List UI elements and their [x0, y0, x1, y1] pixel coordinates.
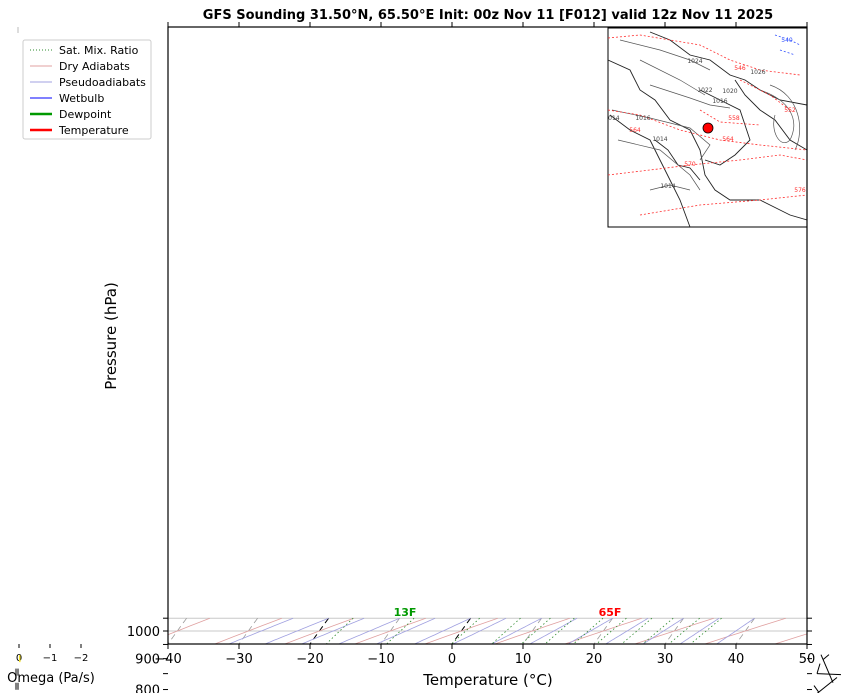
- background-lines: [168, 617, 807, 644]
- isobar: [639, 59, 706, 96]
- map-contour-label: 564: [722, 136, 734, 143]
- map-boundary: [699, 89, 751, 166]
- map-contour-label: 576: [794, 187, 806, 194]
- legend-box: [22, 39, 152, 140]
- height-contour-cold: [774, 34, 801, 56]
- isobar: [649, 84, 731, 109]
- map-contour-label: 1014: [652, 136, 667, 143]
- isobar: [617, 139, 701, 191]
- x-tick-label: 10: [515, 652, 532, 667]
- legend-label: Sat. Mix. Ratio: [59, 44, 139, 57]
- omega-bar: [14, 668, 19, 676]
- barb-shaft: [820, 654, 834, 683]
- omega-bar: [19, 655, 21, 663]
- map-contour-label: 1014: [660, 183, 675, 190]
- mixing-ratio-line: [544, 617, 575, 644]
- x-tick-label: −20: [296, 652, 323, 667]
- omega-tick-label: −2: [74, 653, 89, 664]
- height-contour: [639, 194, 807, 216]
- isobar: [611, 109, 711, 161]
- omega-bar: [14, 682, 19, 690]
- x-axis-label: Temperature (°C): [422, 671, 552, 689]
- legend: Sat. Mix. Ratio Dry Adiabats Pseudoadiabat…: [22, 39, 152, 140]
- pseudoadiabat: [679, 617, 720, 644]
- y-tick-label: 1000: [127, 625, 160, 640]
- map-contour-label: 546: [734, 65, 746, 72]
- map-contour-label: 1016: [635, 115, 650, 122]
- legend-label: Dewpoint: [59, 108, 112, 121]
- plot-frame: [167, 26, 808, 645]
- x-tick-label: −30: [225, 652, 252, 667]
- map-contour-label: 1022: [697, 87, 712, 94]
- map-contour-label: 564: [629, 127, 641, 134]
- x-tick-label: 50: [799, 652, 816, 667]
- map-contents: 1024102210161016101410141014546102010265…: [604, 31, 807, 227]
- mixing-ratio-line: [520, 617, 551, 644]
- mixing-ratio-line: [621, 617, 653, 644]
- x-tick-label: −40: [154, 652, 181, 667]
- map-boundary: [609, 114, 691, 227]
- height-contour: [739, 79, 791, 111]
- mixing-ratio-line: [668, 617, 700, 644]
- surface-dewpoint-label: 13F: [394, 606, 417, 619]
- mixing-ratio-line: [572, 617, 604, 644]
- legend-label: Dry Adiabats: [59, 60, 130, 73]
- y-axis-label: Pressure (hPa): [102, 282, 120, 390]
- x-tick-label: 0: [448, 652, 456, 667]
- wind-barb: [813, 677, 838, 693]
- map-boundary: [734, 79, 807, 151]
- x-tick-label: 20: [586, 652, 603, 667]
- wind-barbs: [813, 654, 842, 693]
- isobar: [759, 89, 795, 143]
- surface-temperature-label: 65F: [599, 606, 622, 619]
- map-contour-label: 1020: [722, 88, 737, 95]
- height-contour: [608, 109, 807, 151]
- map-contour-label: 1014: [604, 115, 619, 122]
- wind-barb: [820, 654, 834, 683]
- map-contour-label: 570: [684, 161, 696, 168]
- isobar: [769, 84, 801, 151]
- map-contour-label: 1024: [687, 58, 702, 65]
- legend-label: Temperature: [58, 124, 129, 137]
- map-contour-label: 558: [728, 115, 740, 122]
- map-contour-label: 1016: [712, 98, 727, 105]
- axes: −40−30−20−100102030405010020030040050060…: [127, 22, 815, 693]
- inset-map: 1024102210161016101410141014546102010265…: [604, 27, 808, 228]
- barb-shaft: [816, 677, 838, 693]
- height-contour: [608, 34, 801, 76]
- isobar: [619, 39, 711, 71]
- map-boundary: [649, 31, 807, 106]
- x-tick-label: −10: [367, 652, 394, 667]
- map-contour-label: 540: [781, 37, 793, 44]
- omega-axis-label: Omega (Pa/s): [7, 671, 95, 686]
- dry-adiabat: [633, 617, 714, 644]
- legend-label: Wetbulb: [59, 92, 104, 105]
- y-tick-label: 900: [135, 653, 160, 668]
- barb-flag: [813, 685, 820, 693]
- omega-tick-label: −1: [43, 653, 58, 664]
- isobar: [649, 184, 691, 191]
- barb-full: [816, 663, 821, 674]
- x-tick-label: 30: [657, 652, 674, 667]
- mixing-ratio-line: [595, 617, 627, 644]
- barb-flag: [822, 654, 830, 661]
- mixing-ratio-line: [642, 617, 674, 644]
- y-tick-label: 800: [135, 684, 160, 693]
- map-contour-label: 1026: [750, 69, 765, 76]
- chart-title: GFS Sounding 31.50°N, 65.50°E Init: 00z …: [203, 8, 773, 23]
- map-contour-label: 552: [784, 107, 796, 114]
- height-contour: [608, 154, 807, 176]
- legend-label: Pseudoadiabats: [59, 76, 146, 89]
- location-marker: [702, 122, 714, 134]
- omega-panel: 0−1−2DGZDGZ: [14, 27, 89, 690]
- x-tick-label: 40: [728, 652, 745, 667]
- pseudoadiabat: [642, 617, 684, 644]
